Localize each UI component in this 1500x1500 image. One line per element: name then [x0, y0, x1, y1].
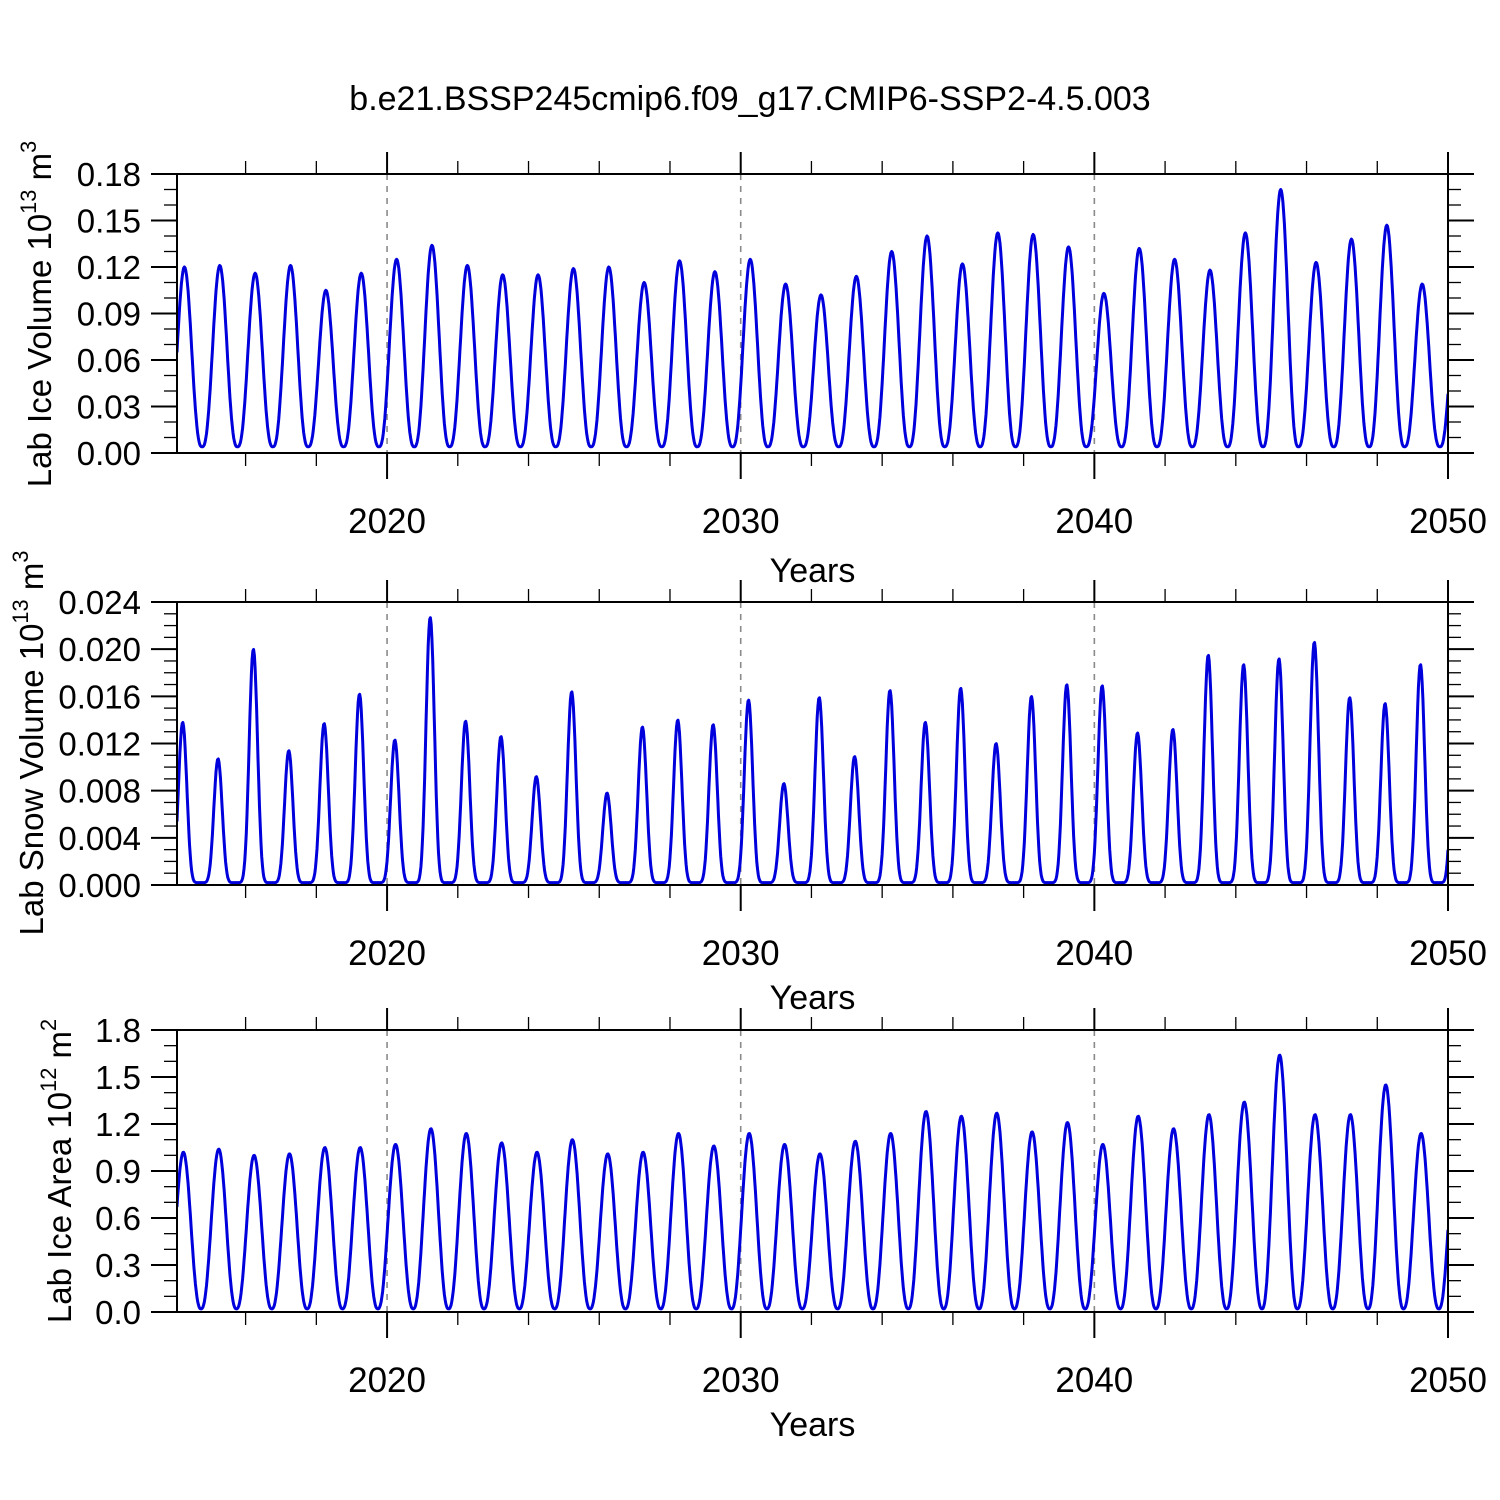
x-tick-label: 2030: [702, 502, 780, 541]
x-axis-title-panel2: Years: [769, 979, 856, 1017]
y-tick-label: 0.0: [95, 1294, 141, 1331]
y-axis-title-unit: m: [21, 152, 58, 190]
y-tick-label: 0.06: [77, 342, 141, 379]
y-tick-label: 0.9: [95, 1153, 141, 1190]
x-axis-title-panel1: Years: [769, 552, 856, 590]
panel3-ticks: [151, 1008, 1474, 1338]
panel3: 0.0 0.3 0.6 0.9 1.2 1.5 1.8 2020 2030 2040 2050: [95, 1008, 1487, 1400]
y-axis-title-exponent: 13: [15, 189, 41, 214]
panel2-x-tick-labels: 2020 2030 2040 2050: [348, 934, 1487, 973]
panel1-x-tick-labels: 2020 2030 2040 2050: [348, 502, 1487, 541]
x-tick-label: 2040: [1055, 934, 1133, 973]
y-tick-label: 0.020: [58, 631, 141, 668]
x-tick-label: 2030: [702, 1361, 780, 1400]
y-axis-title-unit: m: [13, 562, 50, 600]
y-tick-label: 0.03: [77, 389, 141, 426]
y-tick-label: 0.00: [77, 435, 141, 472]
panel2-series-line: [177, 616, 1448, 885]
y-axis-title-unit: m: [41, 1031, 78, 1068]
panel3-x-tick-labels: 2020 2030 2040 2050: [348, 1361, 1487, 1400]
x-tick-label: 2040: [1055, 502, 1133, 541]
y-tick-label: 0.012: [58, 726, 141, 763]
y-tick-label: 0.18: [77, 156, 141, 193]
panel2-y-tick-labels: 0.000 0.004 0.008 0.012 0.016 0.020 0.024: [58, 584, 141, 904]
x-tick-label: 2020: [348, 502, 426, 541]
panel1-series-line: [177, 188, 1448, 449]
panel1-y-tick-labels: 0.00 0.03 0.06 0.09 0.12 0.15 0.18: [77, 156, 141, 472]
y-axis-title-unit-exponent: 3: [15, 140, 41, 153]
y-tick-label: 1.5: [95, 1059, 141, 1096]
y-tick-label: 0.6: [95, 1200, 141, 1237]
panel1-ticks: [151, 152, 1474, 479]
x-tick-label: 2050: [1409, 502, 1487, 541]
panel2-ticks: [151, 580, 1474, 911]
y-tick-label: 0.3: [95, 1247, 141, 1284]
x-tick-label: 2040: [1055, 1361, 1133, 1400]
x-tick-label: 2020: [348, 934, 426, 973]
y-tick-label: 1.8: [95, 1012, 141, 1049]
panel3-series-line: [177, 1053, 1448, 1311]
x-tick-label: 2020: [348, 1361, 426, 1400]
x-tick-label: 2030: [702, 934, 780, 973]
x-tick-label: 2050: [1409, 1361, 1487, 1400]
x-tick-label: 2050: [1409, 934, 1487, 973]
y-axis-title-unit-exponent: 2: [35, 1018, 61, 1032]
y-tick-label: 0.008: [58, 773, 141, 810]
y-tick-label: 0.09: [77, 296, 141, 333]
y-tick-label: 0.15: [77, 203, 141, 240]
y-axis-title-exponent: 13: [7, 599, 33, 624]
y-tick-label: 0.12: [77, 249, 141, 286]
plot-title: b.e21.BSSP245cmip6.f09_g17.CMIP6-SSP2-4.…: [349, 80, 1151, 118]
y-axis-title-text: Lab Ice Area 10: [41, 1091, 78, 1324]
x-axis-title-panel3: Years: [769, 1406, 856, 1444]
y-tick-label: 1.2: [95, 1106, 141, 1143]
panel1: 0.00 0.03 0.06 0.09 0.12 0.15 0.18 2020 2030 2040…: [77, 152, 1487, 541]
y-tick-label: 0.024: [58, 584, 141, 621]
y-tick-label: 0.016: [58, 678, 141, 715]
y-tick-label: 0.004: [58, 820, 141, 857]
y-axis-title-ice-area: Lab Ice Area 1012 m2: [30, 821, 78, 1500]
panel3-y-tick-labels: 0.0 0.3 0.6 0.9 1.2 1.5 1.8: [95, 1012, 141, 1331]
y-axis-title-unit-exponent: 3: [7, 550, 33, 563]
y-axis-title-exponent: 12: [35, 1067, 61, 1092]
y-tick-label: 0.000: [58, 867, 141, 904]
